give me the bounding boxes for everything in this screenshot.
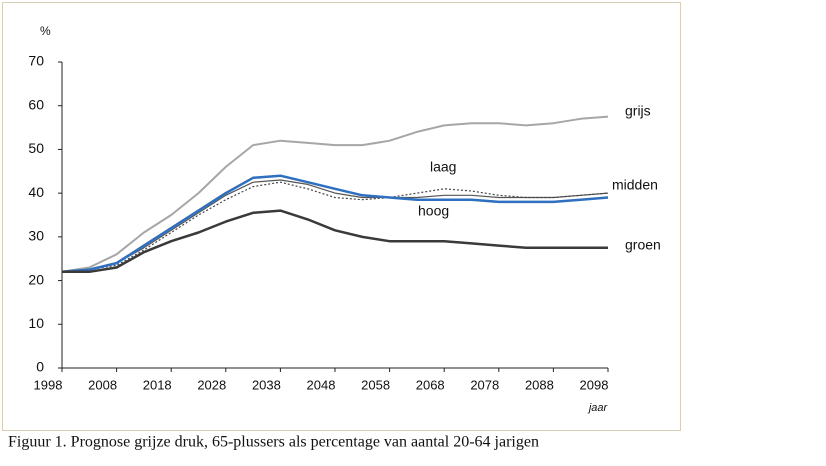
x-tick-label: 2028 — [197, 377, 226, 392]
y-tick-label: 20 — [28, 271, 44, 287]
y-axis-label: % — [40, 24, 51, 38]
series-label: laag — [430, 159, 456, 175]
y-tick-label: 30 — [28, 228, 44, 244]
x-tick-label: 2098 — [580, 377, 609, 392]
series-line — [61, 181, 609, 273]
x-tick-label: 2038 — [252, 377, 281, 392]
y-tick-label: 10 — [28, 315, 44, 331]
series-line — [62, 209, 608, 274]
x-tick-label: 2048 — [307, 377, 336, 392]
x-tick-label: 1998 — [34, 377, 63, 392]
series-line — [61, 115, 609, 273]
series-label: hoog — [418, 203, 449, 219]
x-tick-label: 2058 — [361, 377, 390, 392]
y-tick-label: 0 — [36, 359, 44, 375]
x-tick-label: 2088 — [525, 377, 554, 392]
y-tick-label: 60 — [28, 96, 44, 112]
series-line — [61, 174, 609, 274]
x-axis-label: jaar — [587, 402, 609, 414]
series-label: grijs — [625, 103, 651, 119]
x-tick-label: 2008 — [88, 377, 117, 392]
x-tick-label: 2068 — [416, 377, 445, 392]
x-tick-label: 2018 — [143, 377, 172, 392]
series-label: groen — [625, 237, 661, 253]
series-line — [61, 179, 609, 273]
y-tick-label: 50 — [28, 140, 44, 156]
y-tick-label: 40 — [28, 184, 44, 200]
y-tick-label: 70 — [28, 53, 44, 69]
x-tick-label: 2078 — [470, 377, 499, 392]
caption: Figuur 1. Prognose grijze druk, 65-pluss… — [8, 434, 539, 451]
series-label: midden — [612, 177, 658, 193]
figure-frame — [2, 2, 681, 431]
